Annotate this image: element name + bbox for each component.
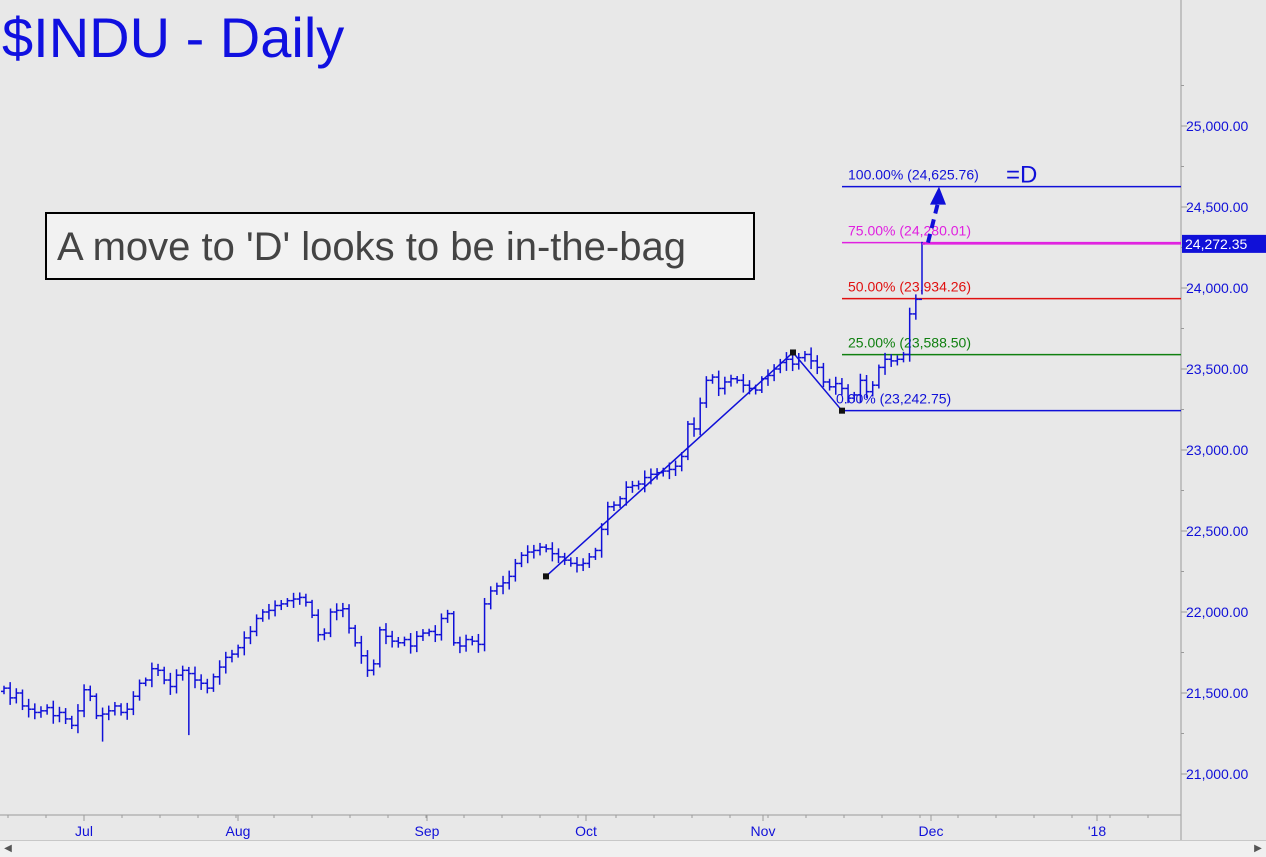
y-axis-ticks: 21,000.00 21,500.00 22,000.00 22,500.00 23,0… xyxy=(1181,85,1248,782)
last-price-marker: 24,272.35 xyxy=(922,234,1266,253)
fib-label: 0.00% (23,242.75) xyxy=(836,391,951,407)
x-tick-label: Nov xyxy=(751,823,776,839)
pattern-point-marker xyxy=(543,573,549,580)
x-tick-label: Aug xyxy=(226,823,251,839)
x-tick-label: Dec xyxy=(919,823,944,839)
y-tick-label: 23,000.00 xyxy=(1186,442,1248,458)
x-axis-ticks: Jul Aug Sep Oct Nov Dec '18 xyxy=(7,815,1149,839)
projection-arrow xyxy=(926,202,940,244)
pattern-point-marker xyxy=(790,349,796,356)
x-tick-label: '18 xyxy=(1088,823,1106,839)
y-tick-label: 24,000.00 xyxy=(1186,280,1248,296)
y-tick-label: 24,500.00 xyxy=(1186,199,1248,215)
horizontal-scrollbar[interactable]: ◀ ▶ xyxy=(0,840,1266,857)
y-tick-label: 25,000.00 xyxy=(1186,118,1248,134)
x-tick-label: Jul xyxy=(75,823,93,839)
last-price-label: 24,272.35 xyxy=(1185,236,1247,252)
y-tick-label: 22,000.00 xyxy=(1186,604,1248,620)
scroll-right-icon[interactable]: ▶ xyxy=(1254,843,1262,854)
x-tick-label: Sep xyxy=(415,823,440,839)
fib-levels: 100.00% (24,625.76) =D 75.00% (24,280.01) 5… xyxy=(836,162,1181,412)
y-tick-label: 21,000.00 xyxy=(1186,766,1248,782)
chart-title: $INDU - Daily xyxy=(2,6,345,69)
fib-label: 100.00% (24,625.76) xyxy=(848,167,979,183)
abc-pattern xyxy=(543,186,946,580)
y-tick-label: 23,500.00 xyxy=(1186,361,1248,377)
projection-arrowhead xyxy=(930,186,946,205)
annotation-box: A move to 'D' looks to be in-the-bag xyxy=(45,212,755,280)
scroll-left-icon[interactable]: ◀ xyxy=(4,843,12,854)
pattern-point-marker xyxy=(839,407,845,414)
pattern-leg xyxy=(545,351,794,577)
fib-label: 75.00% (24,280.01) xyxy=(848,223,971,239)
y-tick-label: 21,500.00 xyxy=(1186,685,1248,701)
price-bars xyxy=(1,241,925,742)
pattern-leg xyxy=(792,351,843,412)
x-tick-label: Oct xyxy=(575,823,597,839)
y-tick-label: 22,500.00 xyxy=(1186,523,1248,539)
fib-target-label: =D xyxy=(1006,162,1037,189)
fib-label: 50.00% (23,934.26) xyxy=(848,279,971,295)
last-price-badge xyxy=(1182,234,1266,253)
